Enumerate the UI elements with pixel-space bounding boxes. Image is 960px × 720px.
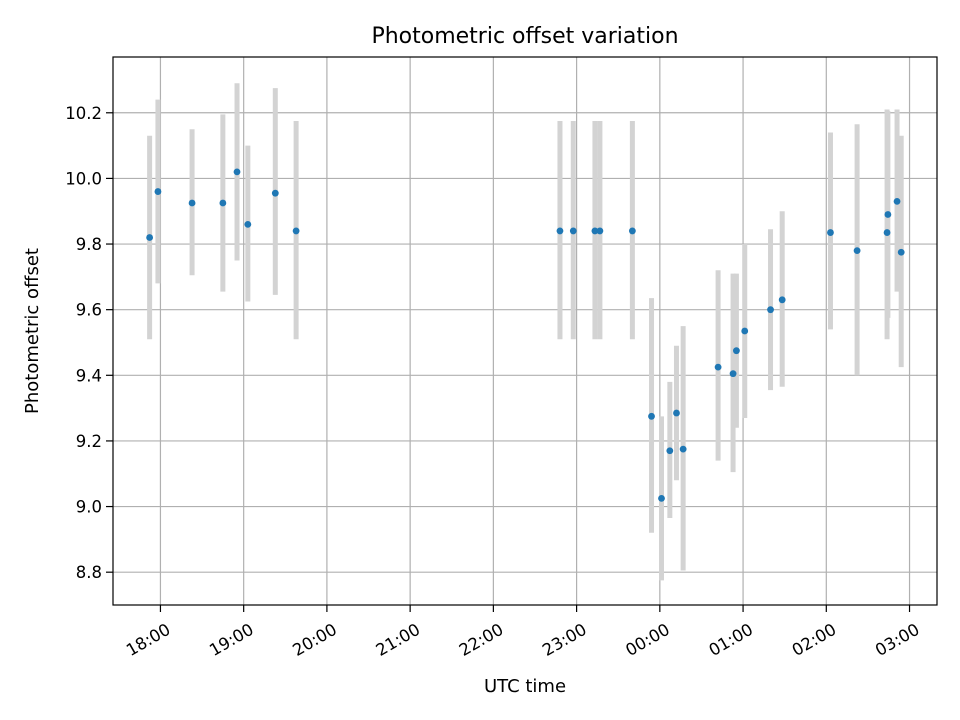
data-point: [673, 409, 680, 417]
plot-frame: [112, 56, 938, 606]
data-point: [188, 199, 196, 207]
y-axis-label: Photometric offset: [22, 248, 43, 414]
chart-title: Photometric offset variation: [371, 24, 678, 49]
data-point: [596, 227, 604, 235]
data-point: [893, 197, 901, 205]
data-point: [729, 370, 737, 378]
data-point: [827, 229, 834, 236]
x-axis-label: UTC time: [484, 676, 566, 697]
data-point: [679, 445, 687, 453]
data-point: [778, 296, 786, 304]
data-point: [767, 306, 774, 314]
data-point: [666, 447, 674, 455]
y-tick-label: 10.0: [65, 169, 102, 188]
data-point: [219, 199, 227, 207]
data-point: [628, 227, 636, 235]
y-tick-label: 9.0: [76, 498, 102, 517]
data-point: [648, 412, 655, 420]
data-point: [733, 347, 740, 355]
y-tick-label: 9.8: [76, 235, 102, 254]
y-tick-label: 8.8: [76, 563, 102, 582]
y-tick-label: 10.2: [65, 104, 102, 123]
data-point: [244, 220, 252, 228]
grid: [113, 57, 937, 605]
data-point: [591, 227, 599, 235]
data-points: [146, 168, 905, 502]
data-point: [233, 168, 241, 176]
data-point: [146, 234, 154, 241]
data-point: [897, 248, 905, 256]
y-tick-label: 9.2: [76, 432, 102, 451]
y-tick-label: 9.6: [76, 301, 102, 320]
data-point: [853, 247, 861, 255]
data-point: [714, 363, 722, 371]
data-point: [271, 189, 279, 197]
data-point: [658, 494, 665, 502]
y-tick-label: 9.4: [76, 366, 102, 385]
data-point: [292, 227, 300, 235]
y-axis: 8.8 9.0 9.2 9.4 9.6 9.8 10.0 10.2: [65, 104, 113, 582]
data-point: [154, 188, 162, 195]
data-point: [556, 227, 564, 235]
data-point: [883, 229, 891, 236]
data-point: [569, 227, 577, 235]
data-point: [741, 327, 749, 335]
data-point: [884, 211, 892, 218]
